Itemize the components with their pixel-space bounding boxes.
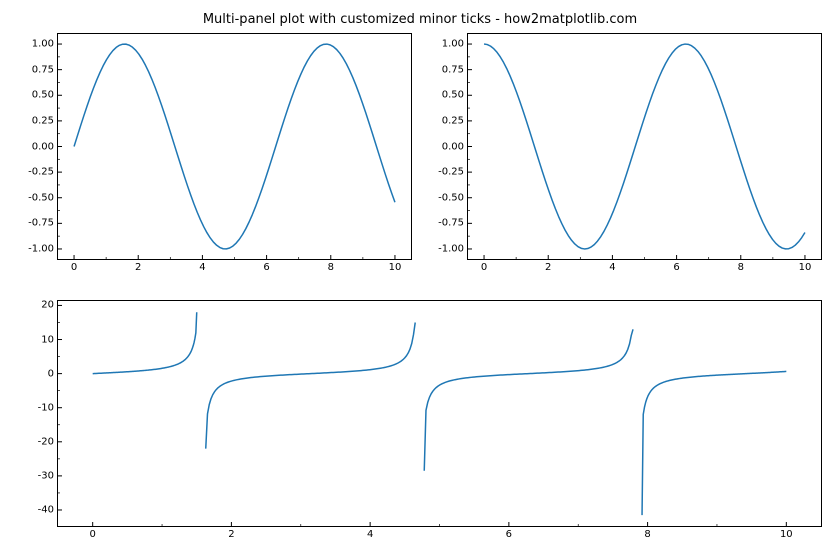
xtick-label: 2 [135, 259, 141, 273]
ytick-label: 0.50 [32, 90, 58, 101]
xtick-label: 8 [738, 259, 744, 273]
xtick-label: 0 [89, 526, 95, 540]
ytick-label: 0.00 [32, 141, 58, 152]
plot-area [468, 34, 821, 259]
ytick-label: -0.75 [438, 218, 468, 229]
ytick-label: 0.00 [442, 141, 468, 152]
ytick-label: -1.00 [438, 243, 468, 254]
xtick-label: 2 [545, 259, 551, 273]
xtick-label: 8 [328, 259, 334, 273]
ytick-label: 0.50 [442, 90, 468, 101]
ytick-label: 20 [41, 300, 58, 311]
xtick-label: 6 [673, 259, 679, 273]
ytick-label: 0.75 [32, 64, 58, 75]
ytick-label: -40 [38, 504, 58, 515]
xtick-label: 10 [799, 259, 812, 273]
xtick-label: 4 [609, 259, 615, 273]
ytick-label: 10 [41, 334, 58, 345]
ytick-label: -0.50 [28, 192, 58, 203]
panel-bottom: 0246810-40-30-20-1001020 [57, 300, 822, 527]
xtick-label: 8 [644, 526, 650, 540]
ytick-label: -0.25 [438, 167, 468, 178]
ytick-label: -1.00 [28, 243, 58, 254]
ytick-label: 0.25 [32, 115, 58, 126]
ytick-label: 0.75 [442, 64, 468, 75]
xtick-label: 0 [481, 259, 487, 273]
xtick-label: 10 [780, 526, 793, 540]
xtick-label: 6 [263, 259, 269, 273]
xtick-label: 4 [199, 259, 205, 273]
xtick-label: 0 [71, 259, 77, 273]
series-line [484, 44, 805, 249]
panel-top-right: 0246810-1.00-0.75-0.50-0.250.000.250.500… [467, 33, 822, 260]
ytick-label: 0.25 [442, 115, 468, 126]
series-line [424, 329, 633, 470]
plot-area [58, 34, 411, 259]
series-line [74, 44, 395, 249]
ytick-label: 0 [48, 368, 58, 379]
ytick-label: -10 [38, 402, 58, 413]
figure-suptitle: Multi-panel plot with customized minor t… [0, 12, 840, 27]
ytick-label: -0.25 [28, 167, 58, 178]
panel-top-left: 0246810-1.00-0.75-0.50-0.250.000.250.500… [57, 33, 412, 260]
xtick-label: 10 [389, 259, 402, 273]
xtick-label: 6 [506, 526, 512, 540]
figure: Multi-panel plot with customized minor t… [0, 0, 840, 560]
ytick-label: 1.00 [32, 39, 58, 50]
xtick-label: 2 [228, 526, 234, 540]
ytick-label: 1.00 [442, 39, 468, 50]
series-line [206, 322, 415, 448]
plot-area [58, 301, 821, 526]
series-line [93, 312, 197, 373]
series-line [642, 371, 786, 515]
ytick-label: -0.50 [438, 192, 468, 203]
xtick-label: 4 [367, 526, 373, 540]
ytick-label: -0.75 [28, 218, 58, 229]
ytick-label: -30 [38, 470, 58, 481]
ytick-label: -20 [38, 436, 58, 447]
